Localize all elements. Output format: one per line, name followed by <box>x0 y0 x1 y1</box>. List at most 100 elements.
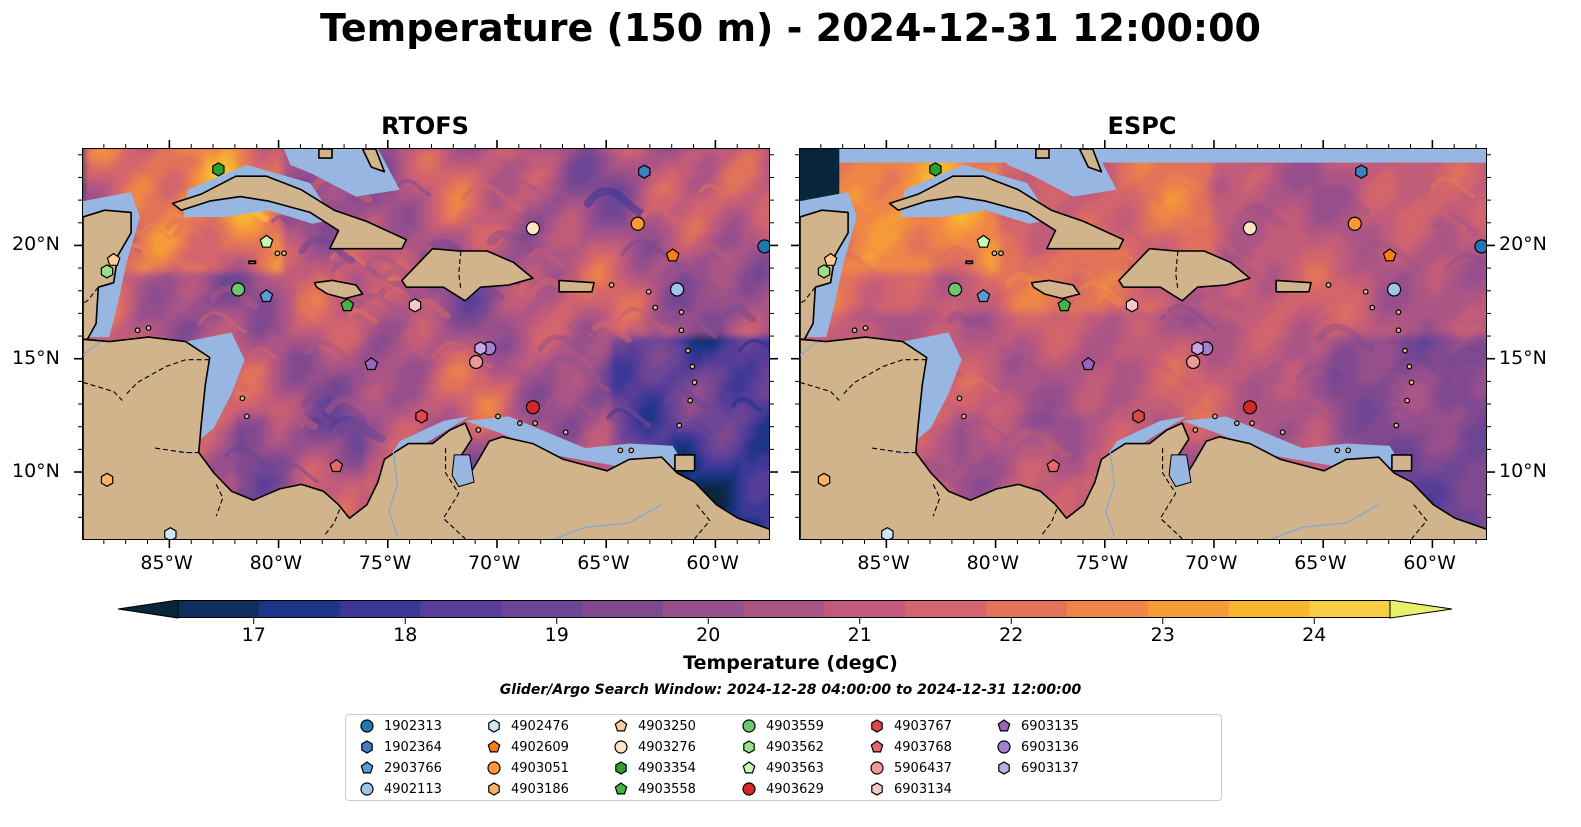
float-marker-4903558 <box>1057 298 1072 312</box>
colorbar-graphic <box>117 599 1453 624</box>
float-marker-1902313 <box>1474 239 1486 254</box>
legend-marker-2903766 <box>360 761 374 774</box>
float-marker-4903559 <box>230 282 246 297</box>
panel-title-rtofs: RTOFS <box>381 112 469 140</box>
legend-marker-icon <box>870 740 884 753</box>
legend-item: 4903186 <box>487 779 569 799</box>
float-marker-2903766 <box>259 289 274 303</box>
float-marker-4902476 <box>164 527 177 539</box>
lon-tick-label: 60°W <box>1403 552 1456 574</box>
float-marker-4903250 <box>823 252 838 266</box>
lon-tick-label: 85°W <box>857 552 910 574</box>
legend-label: 6903137 <box>1021 760 1079 776</box>
legend-marker-icon <box>997 740 1011 754</box>
legend-marker-5906437 <box>870 761 884 775</box>
legend-marker-icon <box>614 719 628 732</box>
legend-item: 4903768 <box>870 737 952 757</box>
legend-marker-icon <box>998 761 1010 775</box>
legend-marker-4902609 <box>487 740 501 753</box>
legend-marker-1902313 <box>360 719 374 733</box>
legend-label: 1902313 <box>384 718 442 734</box>
float-legend: 1902313 1902364 2903766 4902113 4902476 49026… <box>345 714 1222 801</box>
legend-marker-icon <box>360 719 374 733</box>
legend-item: 4903051 <box>487 758 569 778</box>
float-marker-4903276 <box>1242 221 1258 236</box>
legend-item: 4903629 <box>742 779 824 799</box>
lon-tick-label: 60°W <box>686 552 739 574</box>
legend-marker-4903186 <box>488 782 500 796</box>
float-marker-4902609 <box>665 248 680 262</box>
float-marker-4903276 <box>525 221 541 236</box>
lat-tick-label: 15°N <box>1499 346 1547 369</box>
legend-item: 4903250 <box>614 716 696 736</box>
float-marker-4903562 <box>100 264 114 279</box>
legend-marker-icon <box>742 761 756 774</box>
lat-tick-label: 20°N <box>12 233 60 256</box>
legend-item: 6903134 <box>870 779 952 799</box>
legend-label: 4902609 <box>511 739 569 755</box>
lon-tick-label: 70°W <box>1184 552 1238 574</box>
float-marker-6903134 <box>1125 298 1139 313</box>
legend-label: 4903767 <box>894 718 952 734</box>
lon-tick-label: 70°W <box>467 552 521 574</box>
float-marker-1902364 <box>1355 164 1368 179</box>
legend-marker-4903629 <box>742 782 756 796</box>
float-marker-4902476 <box>881 527 894 539</box>
legend-marker-icon <box>614 740 628 754</box>
lat-tick-label: 15°N <box>12 346 60 369</box>
legend-item: 6903135 <box>997 716 1079 736</box>
legend-marker-4903562 <box>743 740 755 754</box>
float-marker-6903135 <box>1081 357 1096 371</box>
legend-item: 4903558 <box>614 779 696 799</box>
legend-marker-4903051 <box>487 761 501 775</box>
lon-tick-label: 65°W <box>1294 552 1347 574</box>
legend-marker-6903136 <box>997 740 1011 754</box>
lon-tick-label: 85°W <box>140 552 193 574</box>
legend-label: 4903558 <box>638 781 696 797</box>
legend-label: 4903563 <box>766 760 824 776</box>
legend-label: 1902364 <box>384 739 442 755</box>
legend-item: 4902609 <box>487 737 569 757</box>
legend-item: 4902476 <box>487 716 569 736</box>
legend-label: 4903051 <box>511 760 569 776</box>
legend-marker-icon <box>742 782 756 796</box>
legend-label: 4903559 <box>766 718 824 734</box>
legend-marker-4903768 <box>870 740 884 753</box>
colorbar-tick-label: 20 <box>696 624 721 646</box>
rtofs-map-panel <box>82 148 770 540</box>
colorbar-tick-label: 18 <box>393 624 418 646</box>
legend-marker-icon <box>742 719 756 733</box>
colorbar-tick-label: 23 <box>1150 624 1175 646</box>
colorbar-title: Temperature (degC) <box>683 652 898 674</box>
legend-marker-icon <box>487 761 501 775</box>
colorbar-tick-label: 21 <box>847 624 872 646</box>
legend-label: 4903768 <box>894 739 952 755</box>
legend-item: 4903563 <box>742 758 824 778</box>
map-canvas <box>800 149 1486 539</box>
colorbar-tick-label: 19 <box>544 624 569 646</box>
legend-item: 4903276 <box>614 737 696 757</box>
legend-label: 4903629 <box>766 781 824 797</box>
float-marker-4903768 <box>1046 458 1061 473</box>
legend-marker-6903137 <box>998 761 1010 775</box>
legend-marker-4903558 <box>614 782 628 795</box>
legend-item: 4903562 <box>742 737 824 757</box>
lon-tick-label: 75°W <box>358 552 412 574</box>
espc-map-panel <box>799 148 1487 540</box>
legend-marker-icon <box>871 782 883 796</box>
legend-marker-4902113 <box>360 782 374 796</box>
float-marker-4903768 <box>329 458 344 473</box>
legend-marker-4902476 <box>488 719 500 733</box>
float-marker-5906437 <box>469 354 484 370</box>
land <box>83 149 769 539</box>
lon-tick-label: 75°W <box>1075 552 1129 574</box>
legend-label: 6903134 <box>894 781 952 797</box>
legend-marker-icon <box>487 740 501 753</box>
legend-item: 4903559 <box>742 716 824 736</box>
colorbar-tick-label: 17 <box>241 624 266 646</box>
legend-label: 4903250 <box>638 718 696 734</box>
legend-marker-icon <box>488 719 500 733</box>
legend-marker-6903135 <box>997 719 1011 732</box>
float-marker-4903629 <box>525 400 541 415</box>
float-marker-1902313 <box>757 239 769 254</box>
